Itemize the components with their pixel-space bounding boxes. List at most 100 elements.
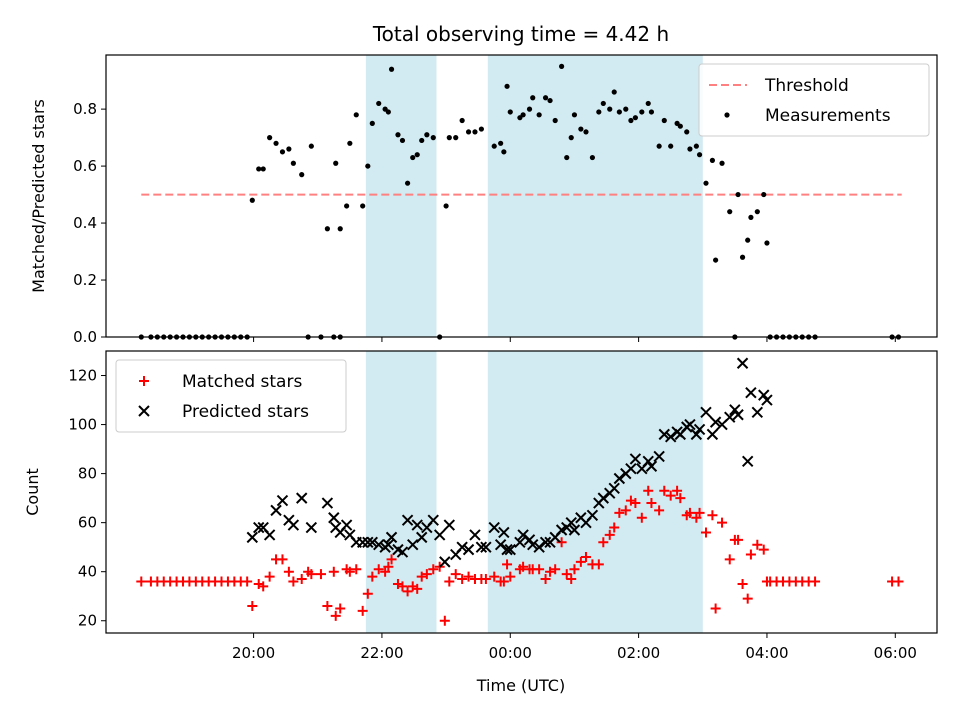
data-point — [382, 539, 395, 551]
data-point — [428, 564, 439, 575]
data-point — [733, 534, 744, 545]
data-point — [536, 112, 542, 118]
data-point — [724, 554, 735, 565]
data-point — [684, 507, 695, 518]
data-point — [396, 546, 409, 558]
data-point — [575, 556, 586, 567]
series-predicted-stars — [246, 357, 773, 568]
data-point — [333, 160, 339, 166]
data-point — [480, 574, 491, 585]
data-point — [687, 146, 693, 152]
data-point — [706, 428, 719, 441]
data-point — [611, 89, 617, 95]
data-point — [596, 109, 602, 115]
data-point — [607, 106, 613, 112]
y-tick-label: 20 — [78, 612, 97, 630]
data-point — [480, 541, 492, 553]
data-point — [518, 561, 529, 572]
data-point — [646, 498, 657, 509]
legend-swatch — [138, 405, 150, 417]
data-point — [616, 109, 622, 115]
data-point — [748, 214, 754, 220]
data-point — [362, 588, 373, 599]
data-point — [386, 554, 397, 565]
data-point — [517, 529, 529, 541]
data-point — [727, 209, 733, 215]
data-point — [668, 143, 674, 149]
data-point — [136, 576, 147, 587]
data-point — [732, 409, 744, 421]
data-point — [344, 203, 350, 209]
data-point — [347, 140, 353, 146]
data-point — [645, 460, 658, 472]
legend-swatch — [724, 112, 730, 118]
data-point — [623, 106, 629, 112]
panels: 0.0 0.2 0.4 0.6 0.8 Matched/Predicted stars Th… — [23, 54, 938, 662]
y-tick-label: 60 — [78, 514, 97, 532]
data-point — [758, 389, 770, 401]
data-point — [475, 541, 488, 553]
shaded-interval — [487, 55, 703, 337]
data-point — [597, 492, 610, 504]
y-tick-label: 0.4 — [73, 214, 97, 232]
data-point — [256, 166, 262, 172]
shaded-interval — [487, 351, 703, 633]
data-point — [305, 521, 318, 534]
x-tick-label: 04:00 — [745, 644, 788, 662]
data-point — [625, 462, 637, 475]
data-point — [717, 517, 728, 528]
data-point — [443, 203, 449, 209]
data-point — [713, 257, 719, 263]
data-point — [501, 149, 507, 155]
data-point — [707, 510, 718, 521]
data-point — [365, 163, 371, 169]
data-point — [754, 209, 760, 215]
y-tick-label: 0.2 — [73, 271, 97, 289]
x-tick-label: 02:00 — [617, 644, 660, 662]
data-point — [434, 561, 445, 572]
data-point — [745, 237, 751, 243]
data-point — [270, 504, 282, 517]
data-point — [242, 576, 253, 587]
data-point — [745, 386, 757, 399]
data-point — [376, 100, 382, 107]
x-tick-label: 20:00 — [232, 644, 275, 662]
data-point — [761, 394, 773, 406]
data-point — [737, 578, 748, 589]
data-point — [565, 516, 577, 529]
data-point — [614, 507, 625, 518]
legend: Matched stars Predicted stars — [115, 359, 347, 433]
data-point — [321, 497, 334, 509]
data-point — [586, 509, 599, 522]
legend-label: Threshold — [764, 76, 849, 96]
data-point — [469, 529, 481, 541]
data-point — [630, 498, 641, 509]
data-point — [654, 505, 665, 516]
data-point — [439, 615, 450, 626]
data-point — [362, 536, 374, 548]
data-point — [369, 120, 375, 126]
x-tick-label: 00:00 — [489, 644, 532, 662]
data-point — [340, 519, 353, 531]
data-point — [736, 357, 749, 369]
data-point — [593, 559, 604, 570]
data-point — [498, 576, 509, 587]
y-tick-label: 100 — [68, 416, 97, 434]
data-point — [566, 574, 577, 585]
panel-1: 0.0 0.2 0.4 0.6 0.8 Matched/Predicted stars Th… — [29, 54, 938, 346]
data-point — [489, 571, 500, 582]
data-point — [373, 564, 384, 575]
y-tick-label: 40 — [78, 563, 97, 581]
y-tick-label: 0.0 — [73, 328, 97, 346]
series-matched-stars — [136, 485, 904, 626]
data-point — [893, 576, 904, 587]
data-point — [395, 132, 401, 138]
data-point — [303, 566, 314, 577]
data-point — [247, 601, 258, 612]
data-point — [416, 571, 427, 582]
data-point — [540, 574, 551, 585]
data-point — [453, 135, 459, 141]
data-point — [505, 571, 516, 582]
data-point — [628, 117, 634, 124]
data-point — [568, 524, 581, 536]
